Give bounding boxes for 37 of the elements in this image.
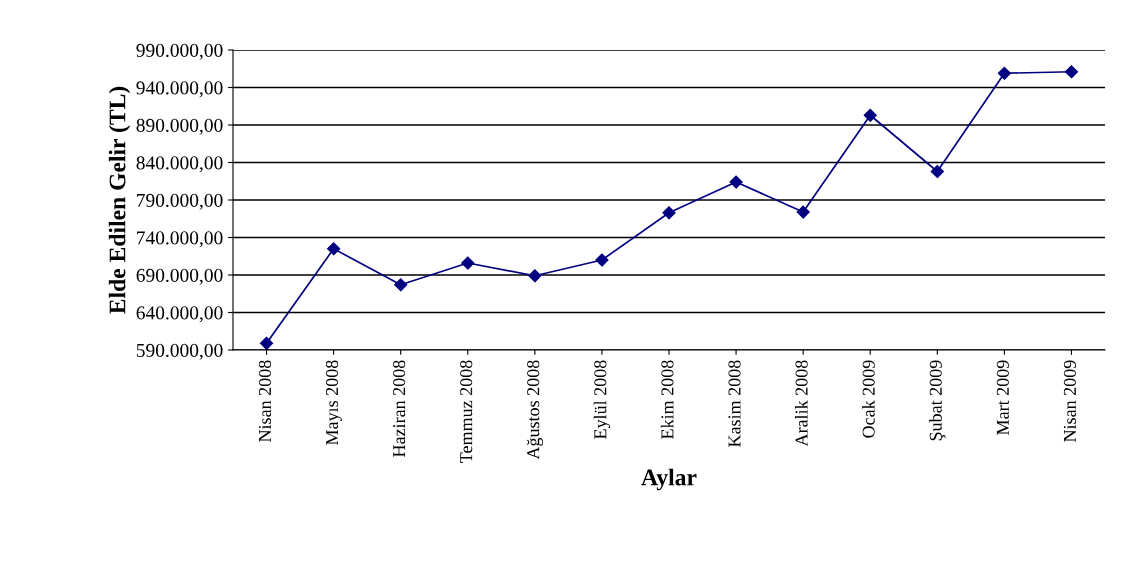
- point: [327, 242, 341, 256]
- x-tick-label: Şubat 2009: [929, 360, 946, 441]
- y-tick-label: 990.000,00: [136, 43, 223, 60]
- point: [796, 205, 810, 219]
- y-tick-label: 590.000,00: [136, 343, 223, 360]
- x-tick-label: Ekim 2008: [660, 360, 674, 439]
- x-tick-label: Ağustos 2008: [526, 360, 544, 460]
- point: [461, 256, 475, 270]
- point: [528, 269, 542, 283]
- x-tick-label: Eylül 2008: [593, 360, 611, 439]
- y-tick-label: 940.000,00: [136, 81, 223, 98]
- x-tick-label: Nisan 2008: [258, 360, 272, 442]
- y-tick-label: 640.000,00: [136, 306, 223, 323]
- x-tick-label: Kasim 2008: [728, 360, 741, 447]
- point: [595, 253, 609, 267]
- point: [930, 164, 944, 179]
- point: [259, 336, 274, 350]
- point: [394, 278, 408, 292]
- x-tick-label: Mart 2009: [996, 360, 1009, 435]
- point: [729, 175, 743, 189]
- x-tick-label: Ocak 2009: [862, 360, 875, 438]
- y-tick-label: 840.000,00: [136, 156, 223, 173]
- point: [997, 66, 1011, 80]
- x-tick-label: Nisan 2009: [1063, 360, 1076, 442]
- y-tick-label: 790.000,00: [137, 193, 223, 210]
- y-tick-label: 890.000,00: [136, 118, 223, 135]
- point: [863, 108, 877, 122]
- y-tick-label: 740.000,00: [137, 231, 223, 248]
- x-tick-label: Temmuz 2008: [460, 360, 473, 463]
- x-axis-title: Aylar: [641, 468, 697, 491]
- point: [1064, 65, 1079, 79]
- y-axis-title: Elde Edilen Gelir (TL): [108, 86, 131, 314]
- x-tick-label: Aralik 2008: [794, 360, 808, 447]
- point: [662, 206, 676, 220]
- y-tick-label: 690.000,00: [136, 268, 223, 285]
- x-tick-label: Haziran 2008: [393, 360, 406, 457]
- x-tick-label: Mayıs 2008: [325, 360, 342, 445]
